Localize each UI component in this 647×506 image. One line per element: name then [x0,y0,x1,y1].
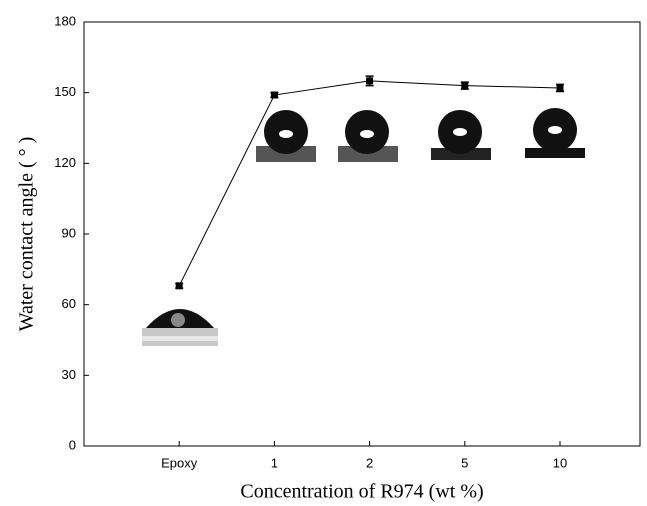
x-tick-label: 1 [271,455,278,470]
data-point [270,91,278,99]
droplet-1 [256,110,316,162]
y-tick-label: 90 [62,225,76,240]
droplet-2 [338,110,398,162]
y-tick-label: 120 [54,155,76,170]
y-tick-label: 60 [62,296,76,311]
y-tick-label: 150 [54,84,76,99]
droplet-10 [525,108,585,158]
y-axis-title: Water contact angle ( ° ) [16,137,38,332]
y-tick-label: 0 [69,437,76,452]
y-tick-label: 180 [54,13,76,28]
x-tick-label: 2 [366,455,373,470]
x-tick-label: 5 [461,455,468,470]
data-point [461,82,469,90]
y-tick-label: 30 [62,367,76,382]
droplet-5 [431,110,491,160]
x-tick-label: 10 [553,455,567,470]
droplet-epoxy [142,309,218,346]
data-point [366,77,374,85]
data-point [175,282,183,290]
x-tick-label: Epoxy [161,455,198,470]
data-point [556,84,564,92]
x-axis-title: Concentration of R974 (wt %) [240,481,483,503]
droplet-images [142,108,585,346]
